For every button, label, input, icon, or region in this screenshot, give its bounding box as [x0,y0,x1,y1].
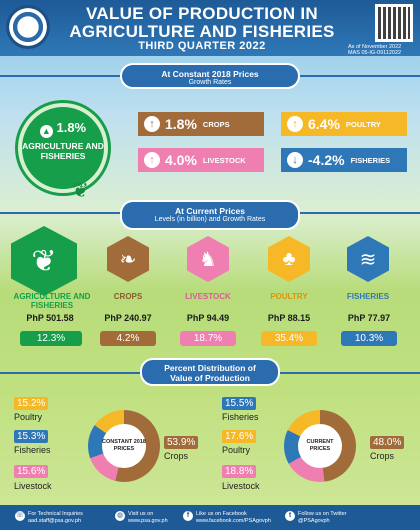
current-prices-donut: CURRENT PRICES [284,410,356,482]
facebook-link[interactable]: www.facebook.com/PSAgovph [196,518,271,524]
agriculture-growth-value: 1.8% [56,120,87,135]
banner-title: At Constant 2018 Prices [161,69,259,79]
poultry-growth-value: 6.4% [308,116,340,132]
agriculture-level: PhP 501.58 [26,313,74,323]
title-line1: VALUE OF PRODUCTION IN [85,4,318,23]
livestock-label: LIVESTOCK [202,155,246,165]
globe-icon: ◍ [115,511,125,521]
livestock-rate: 18.7% [180,331,236,346]
inquiries-label: For Technical Inquiries [28,511,83,517]
fish-icon: ≋ [347,236,389,282]
distribution-banner: Percent Distribution of Value of Product… [140,358,280,386]
banner-subtitle: Growth Rates [188,79,232,86]
sprout-icon: ❦ [11,226,77,296]
fisheries-label: FISHERIES [350,155,391,165]
fisheries-growth-box: ↓ -4.2% FISHERIES [281,148,407,172]
twitter-handle[interactable]: @PSAgovph [298,518,330,524]
current-crops-share: 48.0% [370,436,405,449]
crops-growth-value: 1.8% [165,116,197,132]
donut-label: CONSTANT 2018 PRICES [102,424,146,468]
livestock-level: PhP 94.49 [186,313,230,323]
qr-code-icon[interactable] [375,4,413,42]
current-prices-banner: At Current Prices Levels (in billion) an… [120,200,300,230]
poultry-name: POULTRY [270,292,308,301]
fisheries-label: Fisheries [222,412,259,422]
current-poultry-share: 17.6% [222,430,257,443]
twitter-label: Follow us on Twitter [298,511,347,517]
psa-seal-logo [6,5,50,49]
fisheries-growth-value: -4.2% [308,152,345,168]
subtitle: THIRD QUARTER 2022 [138,40,266,52]
fisheries-name: FISHERIES [346,292,390,301]
arrow-up-icon: ↑ [287,116,303,132]
facebook-icon: f [183,511,193,521]
agriculture-name: AGRICULTURE AND FISHERIES [13,292,91,310]
crops-label: Crops [370,451,395,461]
facebook-label: Like us on Facebook [196,511,247,517]
agriculture-label: AGRICULTURE AND FISHERIES [22,141,104,161]
fisheries-rate: 10.3% [341,331,397,346]
twitter-icon: t [285,511,295,521]
banner-title: At Current Prices [175,206,245,216]
livestock-name: LIVESTOCK [185,292,231,301]
poultry-label: POULTRY [345,119,381,129]
crops-label: Crops [164,451,189,461]
crops-label: CROPS [202,119,230,129]
poultry-label: Poultry [222,445,251,455]
phone-icon: ☏ [15,511,25,521]
arrow-up-icon: ↑ [144,152,160,168]
crops-rate: 4.2% [100,331,156,346]
banner-subtitle: Levels (in billion) and Growth Rates [154,216,266,223]
fisheries-level: PhP 77.97 [347,313,391,323]
inquiries-email[interactable]: aad.staff@psa.gov.ph [28,518,82,524]
footer-website[interactable]: ◍ Visit us on www.psa.gov.ph [115,511,168,525]
poultry-rate: 35.4% [261,331,317,346]
crops-level: PhP 240.97 [104,313,152,323]
banner-title: Percent Distribution of Value of Product… [164,363,256,383]
constant-crops-share: 53.9% [164,436,199,449]
poultry-icon: ♣ [268,236,310,282]
constant-fisheries-share: 15.3% [14,430,49,443]
arrow-up-icon: ↑ [144,116,160,132]
current-livestock-share: 18.8% [222,465,257,478]
grain-icon: ❧ [107,236,149,282]
current-fisheries-share: 15.5% [222,397,257,410]
as-of-date: As of November 2022 [348,44,402,50]
arrow-up-icon: ▲ [39,125,53,138]
footer-inquiries[interactable]: ☏ For Technical Inquiries aad.staff@psa.… [15,511,83,525]
livestock-growth-box: ↑ 4.0% LIVESTOCK [138,148,264,172]
header: VALUE OF PRODUCTION IN AGRICULTURE AND F… [0,0,420,56]
crops-name: CROPS [113,292,143,301]
agriculture-rate: 12.3% [20,331,82,346]
livestock-growth-value: 4.0% [165,152,197,168]
footer-facebook[interactable]: f Like us on Facebook www.facebook.com/P… [183,511,271,525]
poultry-level: PhP 88.15 [267,313,311,323]
footer: ☏ For Technical Inquiries aad.staff@psa.… [0,505,420,530]
poultry-label: Poultry [14,412,43,422]
donut-label: CURRENT PRICES [298,424,342,468]
fisheries-label: Fisheries [14,445,51,455]
livestock-icon: ♞ [187,236,229,282]
visit-label: Visit us on [128,511,154,517]
poultry-growth-box: ↑ 6.4% POULTRY [281,112,407,136]
crops-growth-box: ↑ 1.8% CROPS [138,112,264,136]
website-link[interactable]: www.psa.gov.ph [128,518,168,524]
title-line2: AGRICULTURE AND FISHERIES [69,22,335,41]
livestock-label: Livestock [14,481,52,491]
constant-prices-donut: CONSTANT 2018 PRICES [88,410,160,482]
constant-prices-banner: At Constant 2018 Prices Growth Rates [120,63,300,89]
arrow-down-icon: ↓ [287,152,303,168]
livestock-label: Livestock [222,481,260,491]
agriculture-growth-circle: ▲ 1.8% AGRICULTURE AND FISHERIES [18,103,108,193]
reference-code: MAS 05-IG-09112022 [348,50,402,56]
constant-livestock-share: 15.6% [14,465,49,478]
constant-poultry-share: 15.2% [14,397,49,410]
sprout-icon: ❦ [72,180,89,202]
footer-twitter[interactable]: t Follow us on Twitter @PSAgovph [285,511,347,525]
